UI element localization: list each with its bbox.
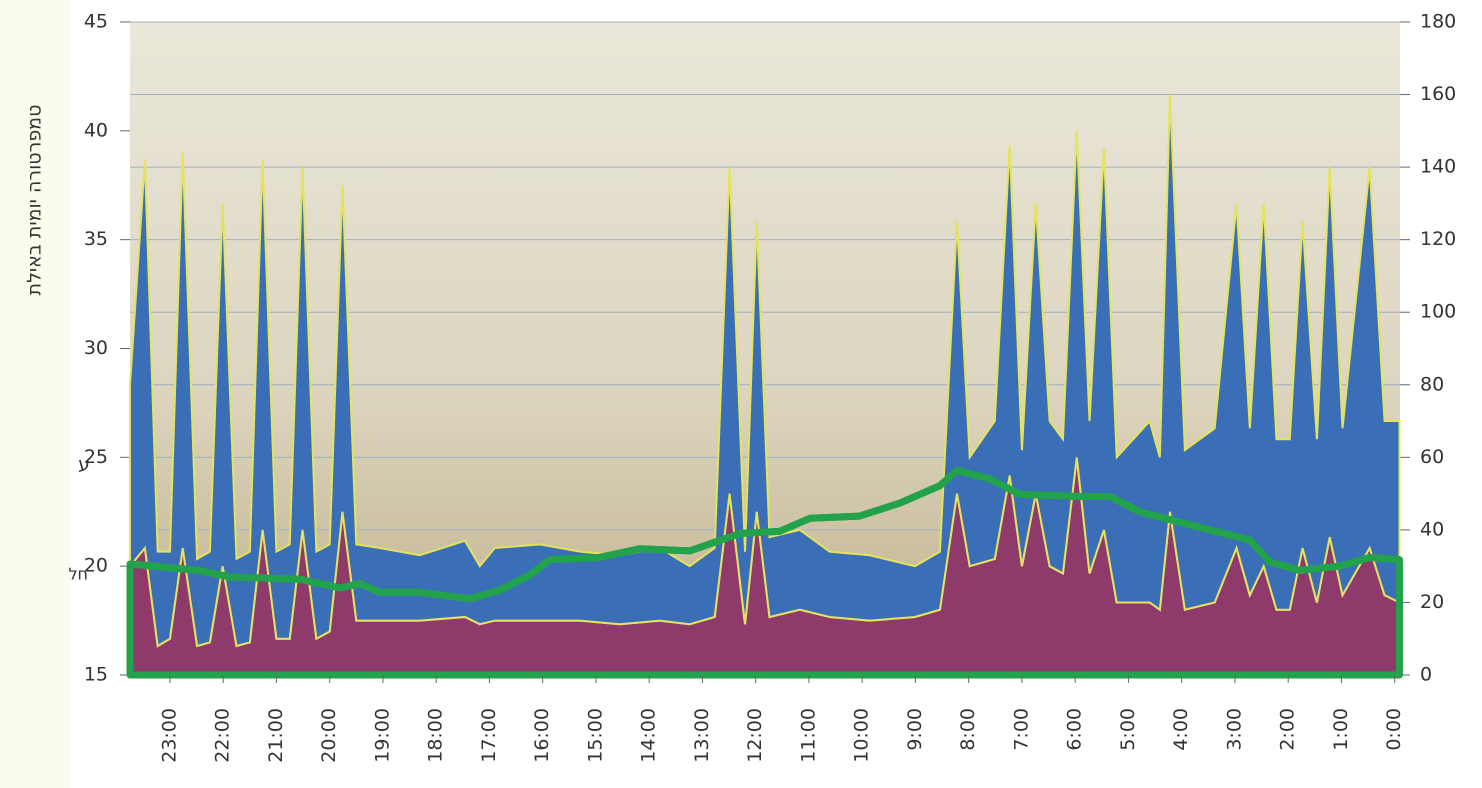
y2-tick-label: 180 — [1420, 11, 1456, 33]
x-tick-label: 15:00 — [584, 708, 606, 763]
y2-tick-label: 20 — [1420, 591, 1444, 613]
x-tick-label: 14:00 — [638, 708, 660, 763]
y2-tick-label: 60 — [1420, 446, 1444, 468]
y2-tick-label: 160 — [1420, 83, 1456, 105]
x-tick-label: 1:00 — [1330, 708, 1352, 751]
x-tick-label: 5:00 — [1117, 708, 1139, 751]
y2-tick-label: 40 — [1420, 518, 1444, 540]
y-tick-label: 25 — [84, 446, 108, 468]
x-tick-label: 4:00 — [1170, 708, 1192, 751]
x-tick-label: 9:00 — [904, 708, 926, 751]
y-tick-label: 40 — [84, 119, 108, 141]
x-tick-label: 0:00 — [1383, 708, 1405, 751]
x-tick-label: 8:00 — [957, 708, 979, 751]
annotation: ע — [78, 454, 90, 476]
x-tick-label: 7:00 — [1010, 708, 1032, 751]
x-tick-label: 11:00 — [797, 708, 819, 763]
x-tick-label: 3:00 — [1223, 708, 1245, 751]
x-tick-label: 20:00 — [318, 708, 340, 763]
annotation: חל — [68, 565, 88, 584]
x-tick-label: 6:00 — [1064, 708, 1086, 751]
y-tick-label: 45 — [84, 11, 108, 33]
y-tick-label: 20 — [84, 555, 108, 577]
y-tick-label: 30 — [84, 337, 108, 359]
line — [129, 466, 1400, 603]
x-tick-label: 17:00 — [478, 708, 500, 763]
x-tick-label: 2:00 — [1277, 708, 1299, 751]
x-tick-label: 21:00 — [265, 708, 287, 763]
x-tick-label: 12:00 — [744, 708, 766, 763]
y-tick-label: 35 — [84, 228, 108, 250]
y2-tick-label: 100 — [1420, 301, 1456, 323]
y2-tick-label: 140 — [1420, 156, 1456, 178]
x-tick-label: 23:00 — [158, 708, 180, 763]
x-tick-label: 13:00 — [691, 708, 713, 763]
side-panel — [0, 0, 70, 788]
y2-tick-label: 0 — [1420, 664, 1432, 686]
y2-tick-label: 120 — [1420, 228, 1456, 250]
x-tick-label: 18:00 — [425, 708, 447, 763]
x-tick-label: 19:00 — [371, 708, 393, 763]
x-tick-label: 16:00 — [531, 708, 553, 763]
y-axis-title: טמפרטורה יומית באילת — [24, 105, 46, 296]
y-tick-label: 15 — [84, 664, 108, 686]
y2-tick-label: 80 — [1420, 373, 1444, 395]
x-tick-label: 22:00 — [212, 708, 234, 763]
x-tick-label: 10:00 — [851, 708, 873, 763]
